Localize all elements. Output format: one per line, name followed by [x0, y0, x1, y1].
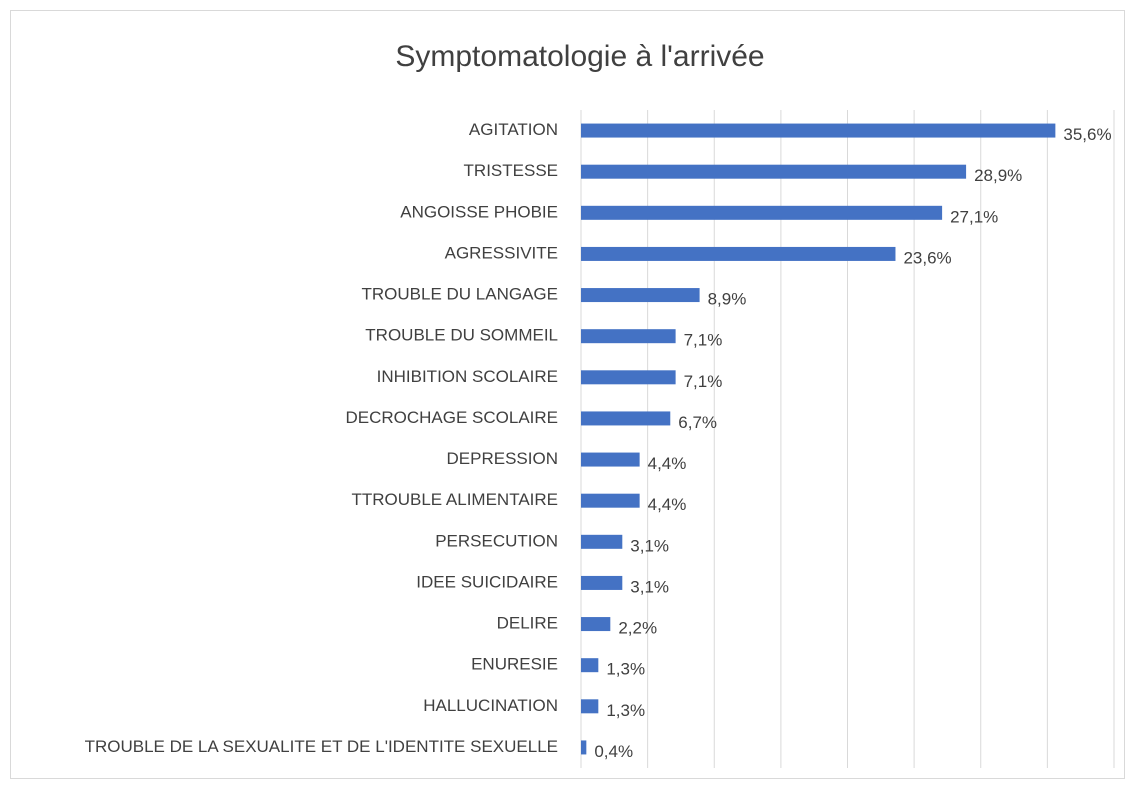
bar	[581, 658, 599, 673]
y-tick-label: TRISTESSE	[464, 161, 558, 180]
bar	[581, 370, 676, 385]
bar	[581, 575, 623, 590]
y-tick-label: AGRESSIVITE	[445, 243, 558, 262]
y-tick-label: TROUBLE DU LANGAGE	[362, 285, 559, 304]
y-tick-label: DELIRE	[497, 614, 558, 633]
chart-title: Symptomatologie à l'arrivée	[395, 40, 764, 73]
y-tick-label: TTROUBLE ALIMENTAIRE	[351, 490, 558, 509]
value-label: 8,9%	[708, 290, 747, 309]
y-tick-label: HALLUCINATION	[423, 696, 558, 715]
y-tick-label: INHIBITION SCOLAIRE	[377, 367, 558, 386]
value-label: 3,1%	[630, 536, 669, 555]
value-label: 27,1%	[950, 207, 998, 226]
y-tick-label: DEPRESSION	[447, 449, 558, 468]
y-tick-label: PERSECUTION	[435, 531, 558, 550]
y-tick-label: ANGOISSE PHOBIE	[400, 202, 558, 221]
bar	[581, 205, 943, 220]
value-label: 23,6%	[903, 248, 951, 267]
y-tick-label: TROUBLE DE LA SEXUALITE ET DE L'IDENTITE…	[85, 737, 558, 756]
value-label: 1,3%	[606, 701, 645, 720]
value-label: 7,1%	[684, 372, 723, 391]
y-tick-label: TROUBLE DU SOMMEIL	[365, 326, 558, 345]
bar	[581, 617, 611, 632]
y-tick-label: DECROCHAGE SCOLAIRE	[345, 408, 558, 427]
value-label: 3,1%	[630, 577, 669, 596]
value-label: 28,9%	[974, 166, 1022, 185]
bar	[581, 740, 587, 755]
chart-border	[10, 10, 1125, 779]
value-label: 4,4%	[648, 454, 687, 473]
bar	[581, 699, 599, 714]
y-tick-label: IDEE SUICIDAIRE	[416, 572, 558, 591]
bar	[581, 493, 640, 508]
value-label: 6,7%	[678, 413, 717, 432]
value-label: 7,1%	[684, 331, 723, 350]
value-label: 4,4%	[648, 495, 687, 514]
y-tick-label: AGITATION	[469, 120, 558, 139]
bar	[581, 452, 640, 467]
bar	[581, 411, 671, 426]
bar	[581, 288, 700, 303]
value-label: 1,3%	[606, 660, 645, 679]
bar	[581, 329, 676, 344]
value-label: 35,6%	[1063, 125, 1111, 144]
bar	[581, 123, 1056, 138]
bar	[581, 246, 896, 261]
bar	[581, 534, 623, 549]
y-tick-label: ENURESIE	[471, 655, 558, 674]
value-label: 0,4%	[594, 742, 633, 761]
bar	[581, 164, 967, 179]
value-label: 2,2%	[618, 619, 657, 638]
